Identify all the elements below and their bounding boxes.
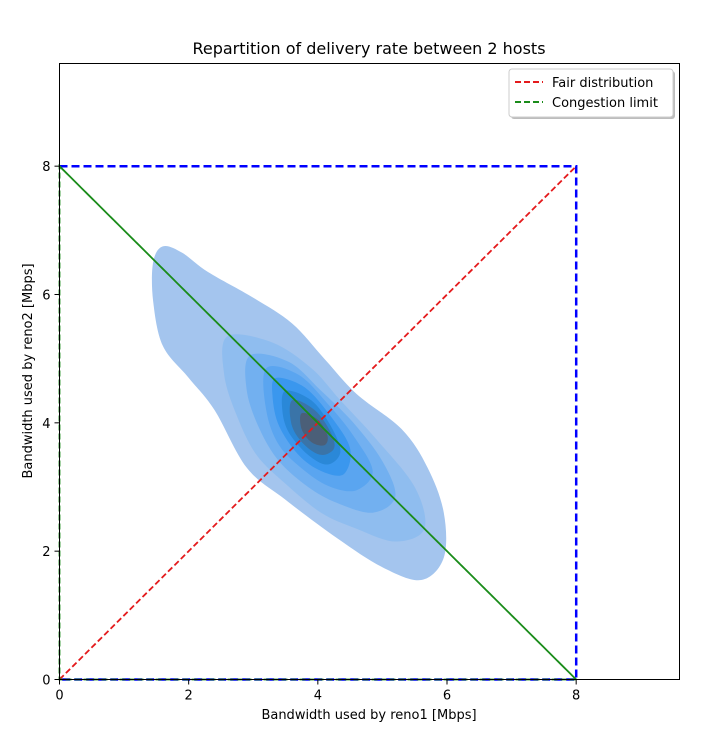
y-tick-label: 6 [42, 289, 50, 304]
ticks-layer: 0 2 4 6 8 0 2 4 6 8 [42, 160, 580, 703]
density-layer [151, 246, 447, 581]
x-tick-label: 4 [314, 689, 322, 704]
chart-title: Repartition of delivery rate between 2 h… [192, 39, 545, 58]
y-tick-label: 0 [42, 674, 50, 689]
x-tick-label: 0 [55, 689, 63, 704]
y-axis-label: Bandwidth used by reno2 [Mbps] [21, 263, 36, 478]
density-level-7 [300, 412, 328, 446]
legend-label-fair-distribution: Fair distribution [552, 76, 653, 91]
legend-box [508, 68, 674, 118]
x-tick-label: 2 [185, 689, 193, 704]
legend: Fair distribution Congestion limit [508, 68, 675, 119]
y-tick-label: 2 [42, 545, 50, 560]
x-tick-label: 8 [572, 689, 580, 704]
y-tick-label: 4 [42, 417, 50, 432]
plot-frame [59, 63, 680, 680]
x-tick-label: 6 [443, 689, 451, 704]
x-axis-label: Bandwidth used by reno1 [Mbps] [261, 708, 476, 723]
legend-label-congestion-limit: Congestion limit [552, 96, 658, 111]
y-tick-label: 8 [42, 160, 50, 175]
